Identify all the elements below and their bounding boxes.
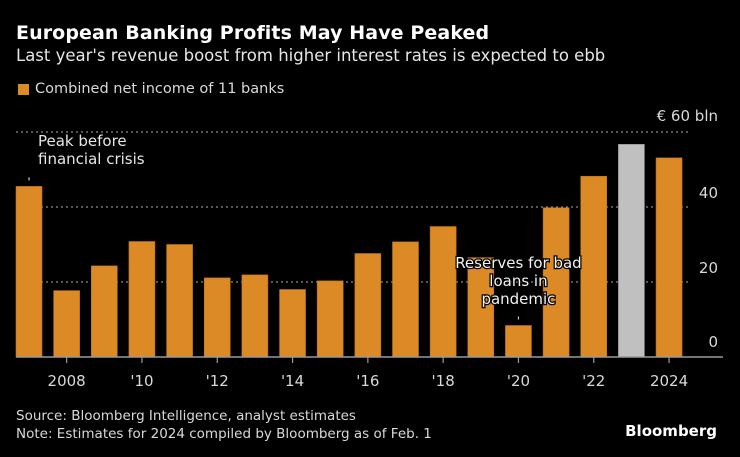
bar-2013 [241, 274, 269, 358]
bar-2008 [53, 290, 80, 358]
annotation-line: pandemic [481, 290, 555, 308]
annotation-line: Reserves for bad [455, 254, 582, 272]
gridlines [16, 131, 690, 283]
bar-2024 [655, 157, 683, 358]
x-tick-label-2024: 2024 [650, 372, 688, 390]
annotation-line: loans in [489, 272, 547, 290]
bar-2011 [166, 244, 193, 358]
bars [15, 144, 683, 358]
annotation-line: financial crisis [38, 150, 145, 168]
y-tick-label-40: 40 [699, 184, 718, 202]
bar-2023 [618, 144, 645, 358]
x-tick-label-2016: '16 [356, 372, 379, 390]
estimate-note: Note: Estimates for 2024 compiled by Blo… [16, 426, 432, 442]
bar-2007 [15, 186, 43, 358]
x-axis: 2008 '10 '12 '14 '16 '18 '20 '22 2024 [16, 356, 723, 390]
legend: Combined net income of 11 banks [18, 81, 284, 97]
y-tick-label-0: 0 [708, 333, 718, 351]
chart-subtitle: Last year's revenue boost from higher in… [16, 46, 606, 65]
bar-2022 [580, 175, 608, 358]
legend-label: Combined net income of 11 banks [35, 81, 285, 97]
footer: Source: Bloomberg Intelligence, analyst … [16, 407, 432, 443]
x-tick-label-2008: 2008 [48, 372, 86, 390]
x-tick-label-2020: '20 [507, 372, 530, 390]
y-axis-unit-label: € 60 bln [656, 107, 718, 125]
chart-title: European Banking Profits May Have Peaked [16, 22, 490, 44]
x-tick-label-2012: '12 [206, 372, 229, 390]
y-tick-label-20: 20 [699, 259, 718, 277]
bar-2020 [505, 325, 532, 358]
bar-2018 [429, 226, 457, 358]
x-tick-label-2018: '18 [432, 372, 455, 390]
bar-2016 [354, 253, 382, 358]
x-tick-label-2014: '14 [281, 372, 304, 390]
bar-2012 [203, 277, 231, 358]
x-tick-label-2022: '22 [582, 372, 605, 390]
y-axis-ticks: 0 20 40 [699, 184, 718, 351]
source-note: Source: Bloomberg Intelligence, analyst … [16, 408, 356, 424]
bar-2009 [91, 265, 118, 358]
bloomberg-logo: Bloomberg [625, 422, 717, 440]
annotation-line: Peak before [38, 132, 127, 150]
bar-2014 [279, 289, 306, 358]
x-tick-label-2010: '10 [130, 372, 153, 390]
bar-2019 [467, 257, 495, 358]
legend-swatch [18, 83, 29, 95]
bar-2015 [316, 280, 344, 358]
bar-2017 [392, 241, 419, 358]
bar-2010 [128, 241, 156, 358]
